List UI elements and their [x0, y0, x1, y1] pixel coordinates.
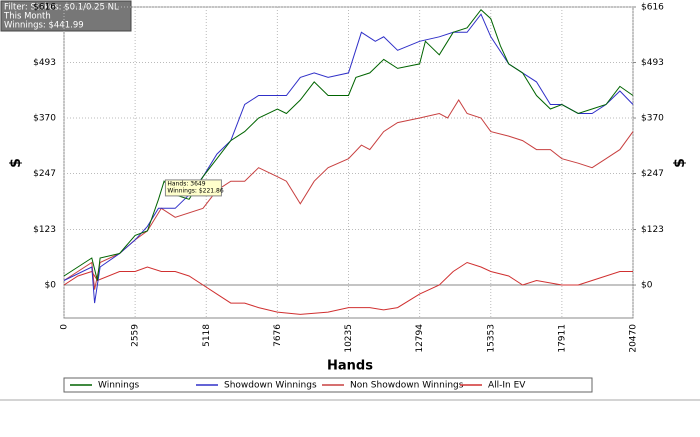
series-line — [63, 99, 634, 290]
tooltip-text: Winnings: $221.86 — [167, 187, 223, 194]
x-tick-label: 15353 — [486, 324, 496, 353]
y2-tick-label: $616 — [641, 3, 664, 13]
y2-axis-title: $ — [672, 158, 688, 168]
x-axis-title: Hands — [327, 359, 373, 374]
y2-tick-label: $493 — [641, 58, 664, 68]
series-line — [63, 8, 634, 281]
series-line — [63, 261, 633, 315]
y-axis-title: $ — [8, 158, 24, 168]
x-tick-label: 2559 — [131, 324, 141, 347]
x-tick-label: 17911 — [557, 324, 567, 353]
legend-label: Showdown Winnings — [224, 381, 317, 391]
y2-tick-label: $123 — [641, 225, 664, 235]
y-tick-label: $616 — [33, 3, 56, 13]
y-tick-label: $0 — [45, 281, 57, 291]
legend-label: All-In EV — [488, 381, 526, 391]
y-tick-label: $370 — [33, 114, 56, 124]
x-tick-label: 12794 — [415, 324, 425, 353]
x-tick-label: 20470 — [629, 324, 639, 353]
info-text: Winnings: $441.99 — [4, 21, 84, 31]
series-line — [63, 13, 634, 304]
x-tick-label: 10235 — [344, 324, 354, 353]
x-tick-label: 0 — [60, 324, 70, 330]
y2-tick-label: $0 — [641, 281, 653, 291]
legend-label: Winnings — [98, 381, 140, 391]
info-text: This Month — [3, 12, 51, 22]
y-tick-label: $493 — [33, 58, 56, 68]
y-tick-label: $247 — [33, 169, 56, 179]
tooltip-text: Hands: 3649 — [167, 180, 205, 187]
y2-tick-label: $247 — [641, 169, 664, 179]
y-tick-label: $123 — [33, 225, 56, 235]
y2-tick-label: $370 — [641, 114, 664, 124]
legend-label: Non Showdown Winnings — [350, 381, 464, 391]
tooltip — [164, 179, 222, 197]
x-tick-label: 5118 — [202, 324, 212, 347]
x-tick-label: 7676 — [273, 324, 283, 347]
info-box — [0, 0, 132, 32]
info-text: Filter: Stakes: $0.1/0.25 NL — [4, 3, 119, 13]
